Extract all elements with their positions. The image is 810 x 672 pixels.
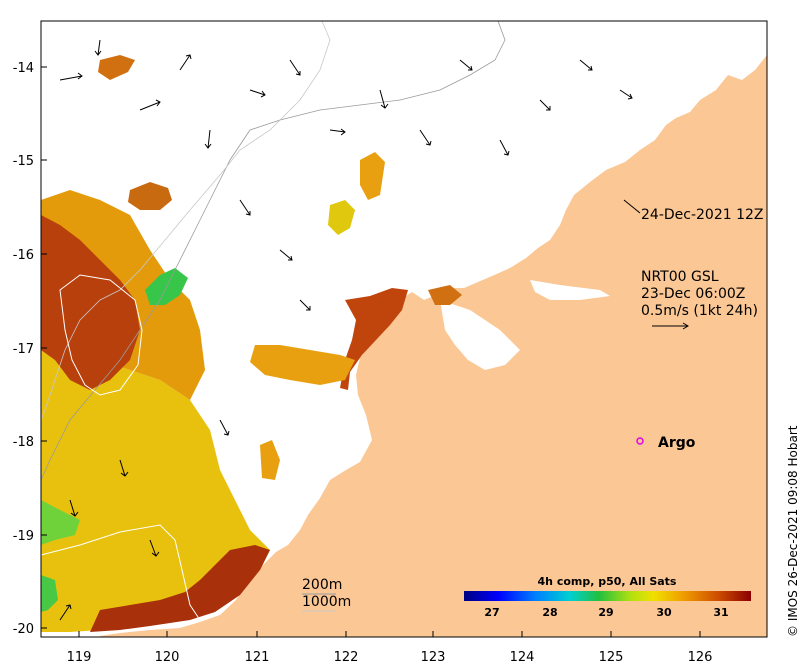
depth-1000-label: 1000m	[302, 594, 351, 610]
y-tick-label: -18	[13, 435, 34, 450]
y-axis: -14 -15 -16 -17 -18 -19 -20	[13, 61, 47, 637]
colorbar	[464, 591, 751, 601]
contour-sst-white	[40, 524, 201, 621]
argo-marker-icon	[636, 437, 644, 445]
x-axis: 119 120 121 122 123 124 125 126	[67, 631, 713, 665]
sst-coastal-patch	[250, 345, 355, 385]
y-tick-label: -15	[13, 154, 34, 169]
argo-label: Argo	[658, 435, 696, 451]
sst-hot-south	[90, 545, 270, 632]
sst-patch	[260, 440, 280, 480]
date-label: 24-Dec-2021 12Z	[641, 207, 764, 223]
sst-yellow-region	[41, 330, 270, 632]
colorbar-tick: 31	[713, 606, 728, 619]
x-tick-label: 126	[688, 650, 713, 665]
plot-frame	[40, 20, 768, 638]
current-arrows	[59, 39, 633, 621]
sst-coastal-patch	[340, 288, 408, 390]
contour-200m	[40, 20, 506, 481]
y-tick-label: -17	[13, 342, 34, 357]
x-tick-label: 120	[155, 650, 180, 665]
sst-hot-region	[41, 215, 140, 390]
contour-1000m	[40, 20, 331, 421]
y-tick-label: -14	[13, 61, 34, 76]
x-tick-label: 123	[421, 650, 446, 665]
sst-green-patch	[41, 575, 58, 612]
current-time-label: 23-Dec 06:00Z	[641, 286, 745, 302]
scale-arrow-icon	[652, 322, 689, 330]
sst-patch	[328, 200, 355, 235]
x-tick-label: 125	[599, 650, 624, 665]
x-tick-label: 124	[510, 650, 535, 665]
sst-patch	[360, 152, 385, 200]
colorbar-tick: 28	[542, 606, 557, 619]
colorbar-title: 4h comp, p50, All Sats	[538, 575, 677, 588]
inlet	[440, 300, 520, 370]
credit-label: © IMOS 26-Dec-2021 09:08 Hobart	[786, 425, 800, 637]
sst-green-patch	[41, 500, 80, 545]
colorbar-tick: 30	[656, 606, 672, 619]
colorbar-tick: 29	[598, 606, 613, 619]
sst-patch	[128, 182, 172, 210]
y-tick-label: -16	[13, 248, 34, 263]
y-tick-label: -19	[13, 529, 34, 544]
sst-coastal-patch	[428, 285, 462, 305]
colorbar-tick: 27	[484, 606, 499, 619]
sst-patch	[98, 55, 135, 80]
y-tick-label: -20	[13, 622, 34, 637]
x-tick-label: 119	[67, 650, 92, 665]
current-product-label: NRT00 GSL	[641, 269, 719, 285]
depth-200-label: 200m	[302, 577, 342, 593]
contour-sst-white	[59, 274, 143, 396]
x-tick-label: 122	[334, 650, 359, 665]
inlet	[530, 280, 610, 300]
date-pointer-line	[623, 199, 641, 214]
x-tick-label: 121	[245, 650, 270, 665]
current-scale-label: 0.5m/s (1kt 24h)	[641, 303, 758, 319]
land-mass	[100, 55, 767, 637]
